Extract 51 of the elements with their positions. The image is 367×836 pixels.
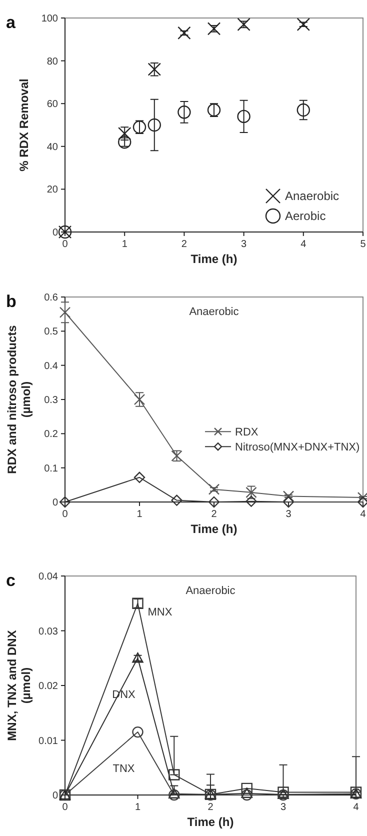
x-tick-label: 0 [62, 239, 68, 250]
y-tick-label: 40 [46, 142, 58, 153]
y-tick-label: 0 [52, 790, 58, 802]
x-tick-label: 0 [62, 802, 68, 813]
x-tick-label: 1 [134, 802, 141, 813]
y-axis-title: RDX and nitroso products (µmol) [5, 324, 33, 474]
y-tick-label: 80 [46, 56, 58, 68]
x-tick-label: 2 [181, 239, 188, 250]
y-tick-label: 0.01 [38, 736, 58, 747]
x-tick-label: 3 [241, 239, 248, 250]
y-axis-title: % RDX Removal [17, 78, 31, 172]
y-tick-label: 0.1 [44, 463, 58, 474]
legend-label: RDX [235, 426, 259, 439]
x-tick-label: 3 [286, 509, 292, 520]
x-tick-label: 2 [211, 509, 218, 520]
x-axis-title: Time (h) [187, 815, 234, 829]
y-tick-label: 100 [41, 14, 58, 24]
y-tick-label: 60 [46, 99, 58, 110]
x-tick-label: 5 [360, 239, 366, 250]
x-tick-label: 0 [62, 509, 68, 520]
series-label: TNX [112, 763, 136, 776]
x-tick-label: 1 [122, 239, 128, 250]
y-tick-label: 0 [52, 498, 58, 508]
annotation: Anaerobic [186, 585, 236, 597]
y-tick-label: 0.04 [38, 572, 58, 582]
x-tick-label: 2 [208, 802, 214, 813]
legend-label: Anaerobic [285, 189, 340, 203]
text: c [6, 571, 16, 590]
y-tick-label: 0.02 [38, 681, 58, 692]
y-tick-label: 0.5 [44, 326, 58, 338]
y-tick-label: 0 [52, 228, 58, 238]
x-tick-label: 4 [353, 802, 360, 813]
text: b [6, 292, 16, 311]
y-tick-label: 0.03 [38, 626, 58, 638]
y-axis-title: MNX, TNX and DNX (µmol) [5, 630, 33, 741]
y-tick-label: 0.6 [44, 292, 58, 304]
x-tick-label: 3 [280, 802, 286, 813]
legend-label: Nitroso(MNX+DNX+TNX) [235, 442, 360, 454]
x-axis-title: Time (h) [190, 522, 238, 536]
y-tick-label: 20 [46, 184, 58, 196]
x-tick-label: 1 [136, 509, 143, 520]
y-tick-label: 0.2 [44, 429, 58, 440]
x-tick-label: 4 [300, 239, 307, 250]
x-tick-label: 4 [360, 509, 366, 520]
legend-label: Aerobic [285, 209, 326, 223]
y-tick-label: 0.4 [44, 360, 58, 372]
y-tick-label: 0.3 [44, 395, 58, 406]
annotation: Anaerobic [189, 306, 240, 318]
text: a [6, 13, 16, 32]
x-axis-title: Time (h) [190, 252, 238, 266]
series-label: MNX [148, 606, 173, 618]
